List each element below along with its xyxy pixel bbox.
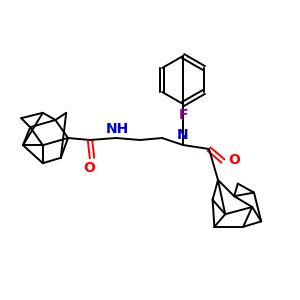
Text: N: N <box>177 128 189 142</box>
Text: O: O <box>228 153 240 167</box>
Text: NH: NH <box>105 122 129 136</box>
Text: F: F <box>178 108 188 122</box>
Text: O: O <box>83 161 95 175</box>
